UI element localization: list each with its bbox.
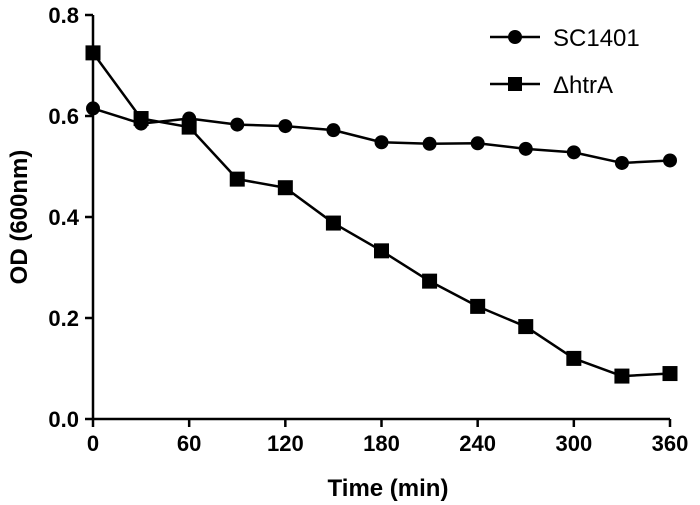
y-tick-label: 0.8 — [48, 3, 79, 28]
x-tick-label: 360 — [652, 431, 689, 456]
data-point-sc1401 — [374, 135, 389, 150]
data-point-htra — [470, 298, 486, 314]
legend-label-sc1401: SC1401 — [553, 25, 640, 52]
data-point-sc1401 — [86, 101, 100, 116]
series-sc1401 — [86, 101, 677, 170]
data-point-sc1401 — [422, 136, 437, 151]
data-point-htra — [133, 111, 149, 127]
data-point-htra — [374, 243, 389, 259]
data-point-htra — [518, 319, 534, 335]
data-point-htra — [662, 366, 678, 382]
data-point-htra — [422, 273, 438, 289]
data-point-htra — [325, 215, 341, 231]
x-tick-label: 120 — [267, 431, 304, 456]
data-point-htra — [85, 45, 101, 61]
data-point-sc1401 — [518, 141, 533, 156]
x-tick-label: 60 — [177, 431, 201, 456]
legend: SC1401 ΔhtrA — [490, 25, 640, 99]
data-point-htra — [566, 350, 582, 366]
data-point-sc1401 — [326, 123, 341, 138]
data-point-htra — [181, 119, 197, 135]
data-point-sc1401 — [614, 155, 629, 170]
data-point-htra — [614, 368, 630, 384]
series-layer — [85, 45, 678, 384]
x-tick-label: 300 — [555, 431, 592, 456]
x-tick-label: 180 — [363, 431, 400, 456]
y-tick-label: 0.0 — [48, 407, 79, 432]
series-htra — [85, 45, 678, 384]
y-tick-label: 0.2 — [48, 306, 79, 331]
y-tick-label: 0.4 — [48, 205, 79, 230]
data-point-htra — [277, 180, 293, 196]
data-point-sc1401 — [566, 145, 581, 160]
data-point-sc1401 — [663, 153, 677, 168]
legend-label-htra: ΔhtrA — [553, 72, 613, 99]
y-axis-title: OD (600nm) — [6, 150, 33, 285]
data-point-sc1401 — [278, 119, 293, 134]
legend-item-sc1401: SC1401 — [490, 25, 640, 52]
x-tick-label: 240 — [459, 431, 496, 456]
x-axis-title: Time (min) — [328, 475, 449, 502]
legend-marker-htra — [508, 77, 522, 91]
series-line-htra — [91, 52, 671, 378]
y-tick-label: 0.6 — [48, 104, 79, 129]
legend-item-htra: ΔhtrA — [490, 72, 613, 99]
x-tick-label: 0 — [87, 431, 99, 456]
data-point-sc1401 — [470, 136, 485, 151]
data-point-sc1401 — [230, 117, 245, 132]
legend-marker-sc1401 — [508, 30, 522, 44]
x-ticks: 0 60 120 180 240 300 360 — [87, 419, 688, 456]
y-ticks: 0.0 0.2 0.4 0.6 0.8 — [48, 3, 93, 432]
data-point-htra — [229, 171, 245, 187]
